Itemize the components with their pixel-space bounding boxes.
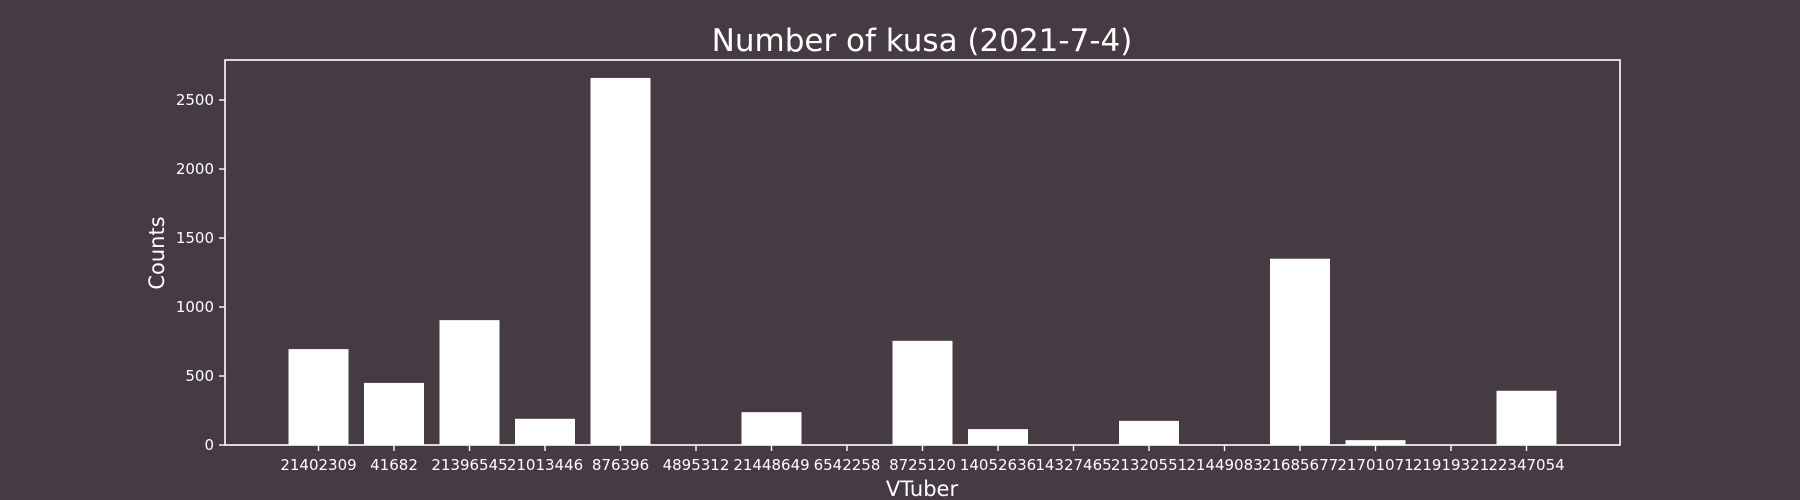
bar-21320551 (1119, 420, 1179, 445)
x-tick-label-876396: 876396 (592, 456, 649, 474)
x-tick-label-41682: 41682 (370, 456, 418, 474)
x-axis-label: VTuber (886, 477, 959, 500)
bar-21448649 (741, 412, 802, 445)
x-tick-label-22347054: 22347054 (1488, 456, 1564, 474)
x-tick-label-21448649: 21448649 (733, 456, 809, 474)
bar-41682 (364, 382, 424, 445)
bar-21396545 (439, 320, 500, 445)
bar-21701071 (1345, 440, 1406, 445)
x-tick-label-21402309: 21402309 (280, 456, 356, 474)
bar-22347054 (1496, 390, 1557, 445)
x-tick-label-4895312: 4895312 (663, 456, 730, 474)
y-tick-label-1500: 1500 (176, 229, 214, 247)
x-tick-label-21701071: 21701071 (1337, 456, 1413, 474)
bar-21685677 (1270, 258, 1330, 445)
bar-21013446 (515, 418, 575, 445)
x-tick-label-21320551: 21320551 (1111, 456, 1187, 474)
x-tick-label-14052636: 14052636 (960, 456, 1036, 474)
y-tick-label-0: 0 (204, 436, 214, 454)
x-tick-label-21685677: 21685677 (1262, 456, 1338, 474)
x-tick-label-21449083: 21449083 (1186, 456, 1262, 474)
bar-876396 (590, 77, 651, 445)
x-axis: 21402309 41682 21396545 21013446 876396 48953… (280, 445, 1565, 474)
x-tick-label-21396545: 21396545 (431, 456, 507, 474)
bar-21402309 (288, 349, 349, 445)
x-tick-label-6542258: 6542258 (814, 456, 881, 474)
x-tick-label-8725120: 8725120 (889, 456, 956, 474)
y-axis: 0 500 1000 1500 2000 2500 (176, 91, 225, 454)
bar-8725120 (892, 340, 953, 445)
x-tick-label-21013446: 21013446 (507, 456, 583, 474)
y-tick-label-2000: 2000 (176, 160, 214, 178)
y-axis-label: Counts (145, 216, 169, 289)
y-tick-label-2500: 2500 (176, 91, 214, 109)
x-tick-label-21919321: 21919321 (1413, 456, 1489, 474)
chart-title: Number of kusa (2021-7-4) (712, 23, 1133, 59)
y-tick-label-500: 500 (185, 367, 214, 385)
x-tick-label-14327465: 14327465 (1035, 456, 1111, 474)
y-tick-label-1000: 1000 (176, 298, 214, 316)
bar-14052636 (968, 429, 1028, 445)
